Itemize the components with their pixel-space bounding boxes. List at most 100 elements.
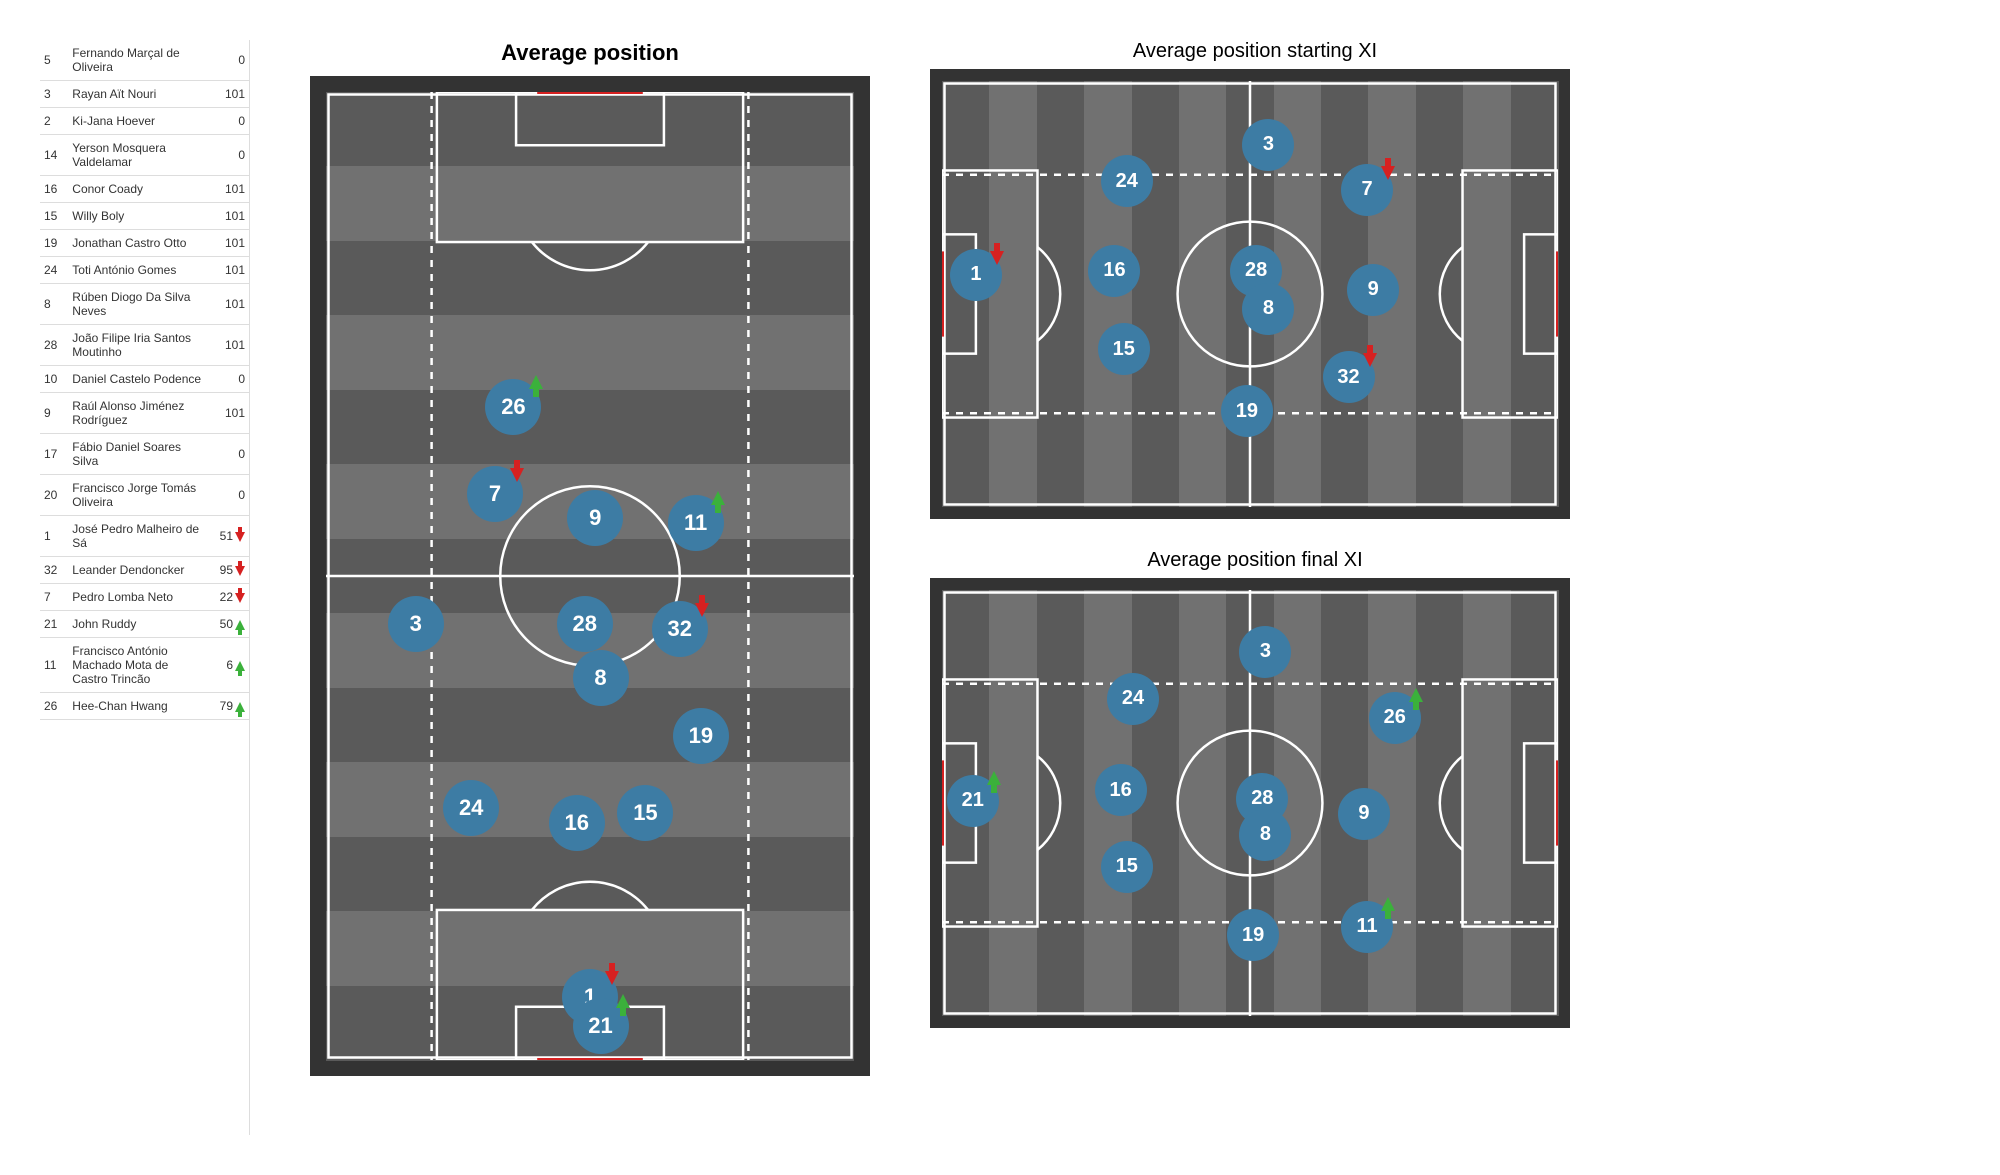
sub-off-icon bbox=[990, 251, 1004, 265]
player-minutes: 101 bbox=[210, 393, 249, 434]
player-name: John Ruddy bbox=[68, 611, 210, 638]
player-minutes: 51 bbox=[210, 516, 249, 557]
player-minutes: 95 bbox=[210, 557, 249, 584]
player-marker: 24 bbox=[1107, 673, 1159, 725]
table-row: 19Jonathan Castro Otto101 bbox=[40, 230, 249, 257]
player-name: José Pedro Malheiro de Sá bbox=[68, 516, 210, 557]
player-marker: 3 bbox=[1239, 626, 1291, 678]
player-number: 15 bbox=[40, 203, 68, 230]
player-name: Rúben Diogo Da Silva Neves bbox=[68, 284, 210, 325]
player-marker: 16 bbox=[1095, 764, 1147, 816]
table-row: 5Fernando Marçal de Oliveira0 bbox=[40, 40, 249, 81]
player-name: Fábio Daniel Soares Silva bbox=[68, 434, 210, 475]
table-row: 2Ki-Jana Hoever0 bbox=[40, 108, 249, 135]
table-row: 20Francisco Jorge Tomás Oliveira0 bbox=[40, 475, 249, 516]
player-name: Rayan Aït Nouri bbox=[68, 81, 210, 108]
player-number: 2 bbox=[40, 108, 68, 135]
table-row: 11Francisco António Machado Mota de Cast… bbox=[40, 638, 249, 693]
player-marker: 16 bbox=[1088, 245, 1140, 297]
big-pitch-section: Average position 26791132832819241615121 bbox=[310, 40, 870, 1135]
player-number: 19 bbox=[40, 230, 68, 257]
player-name: João Filipe Iria Santos Moutinho bbox=[68, 325, 210, 366]
player-number: 21 bbox=[40, 611, 68, 638]
table-row: 26Hee-Chan Hwang79 bbox=[40, 693, 249, 720]
player-minutes: 22 bbox=[210, 584, 249, 611]
player-number: 5 bbox=[40, 40, 68, 81]
pitch-lines bbox=[326, 92, 854, 1060]
player-marker: 8 bbox=[1239, 809, 1291, 861]
player-marker: 15 bbox=[1101, 841, 1153, 893]
player-minutes: 101 bbox=[210, 230, 249, 257]
sub-off-icon bbox=[605, 971, 619, 985]
table-row: 14Yerson Mosquera Valdelamar0 bbox=[40, 135, 249, 176]
sub-on-icon bbox=[235, 620, 245, 630]
table-row: 17Fábio Daniel Soares Silva0 bbox=[40, 434, 249, 475]
player-name: Ki-Jana Hoever bbox=[68, 108, 210, 135]
sub-on-icon bbox=[1381, 897, 1395, 911]
player-number: 3 bbox=[40, 81, 68, 108]
player-marker: 16 bbox=[549, 795, 605, 851]
player-number: 16 bbox=[40, 176, 68, 203]
player-minutes: 101 bbox=[210, 284, 249, 325]
player-minutes: 101 bbox=[210, 257, 249, 284]
big-pitch-title: Average position bbox=[310, 40, 870, 66]
table-row: 10Daniel Castelo Podence0 bbox=[40, 366, 249, 393]
player-marker: 28 bbox=[557, 596, 613, 652]
table-row: 3Rayan Aït Nouri101 bbox=[40, 81, 249, 108]
player-minutes: 101 bbox=[210, 81, 249, 108]
player-number: 9 bbox=[40, 393, 68, 434]
player-number: 32 bbox=[40, 557, 68, 584]
player-marker: 3 bbox=[1242, 119, 1294, 171]
player-number: 1 bbox=[40, 516, 68, 557]
player-name: Daniel Castelo Podence bbox=[68, 366, 210, 393]
player-marker: 19 bbox=[673, 708, 729, 764]
final-xi-title: Average position final XI bbox=[930, 549, 1580, 572]
player-name: Hee-Chan Hwang bbox=[68, 693, 210, 720]
sub-off-icon bbox=[235, 532, 245, 542]
table-row: 21John Ruddy50 bbox=[40, 611, 249, 638]
sub-off-icon bbox=[235, 566, 245, 576]
player-minutes: 0 bbox=[210, 434, 249, 475]
player-minutes: 6 bbox=[210, 638, 249, 693]
player-name: Raúl Alonso Jiménez Rodríguez bbox=[68, 393, 210, 434]
table-row: 16Conor Coady101 bbox=[40, 176, 249, 203]
player-marker: 24 bbox=[1101, 155, 1153, 207]
player-name: Pedro Lomba Neto bbox=[68, 584, 210, 611]
player-name: Jonathan Castro Otto bbox=[68, 230, 210, 257]
sub-on-icon bbox=[235, 702, 245, 712]
starting-xi-pitch: 32471162889153219 bbox=[930, 69, 1570, 519]
sub-on-icon bbox=[987, 771, 1001, 785]
player-marker: 8 bbox=[573, 650, 629, 706]
sub-off-icon bbox=[235, 593, 245, 603]
player-marker: 9 bbox=[1347, 264, 1399, 316]
sub-on-icon bbox=[235, 661, 245, 671]
player-name: Francisco António Machado Mota de Castro… bbox=[68, 638, 210, 693]
player-name: Leander Dendoncker bbox=[68, 557, 210, 584]
sub-on-icon bbox=[1409, 688, 1423, 702]
player-name: Willy Boly bbox=[68, 203, 210, 230]
player-name: Toti António Gomes bbox=[68, 257, 210, 284]
starting-xi-title: Average position starting XI bbox=[930, 40, 1580, 63]
sub-off-icon bbox=[510, 468, 524, 482]
sub-on-icon bbox=[529, 375, 543, 389]
player-minutes: 50 bbox=[210, 611, 249, 638]
right-column: Average position starting XI 32471162889… bbox=[930, 40, 1580, 1135]
sub-on-icon bbox=[616, 994, 630, 1008]
table-row: 9Raúl Alonso Jiménez Rodríguez101 bbox=[40, 393, 249, 434]
player-minutes: 0 bbox=[210, 475, 249, 516]
player-number: 24 bbox=[40, 257, 68, 284]
sub-on-icon bbox=[711, 491, 725, 505]
table-row: 32Leander Dendoncker95 bbox=[40, 557, 249, 584]
table-row: 28João Filipe Iria Santos Moutinho101 bbox=[40, 325, 249, 366]
player-number: 28 bbox=[40, 325, 68, 366]
player-marker: 19 bbox=[1227, 909, 1279, 961]
table-row: 7Pedro Lomba Neto22 bbox=[40, 584, 249, 611]
player-minutes: 101 bbox=[210, 325, 249, 366]
player-marker: 8 bbox=[1242, 283, 1294, 335]
player-marker: 9 bbox=[1338, 788, 1390, 840]
player-number: 26 bbox=[40, 693, 68, 720]
player-number: 17 bbox=[40, 434, 68, 475]
player-minutes: 101 bbox=[210, 203, 249, 230]
player-table: 5Fernando Marçal de Oliveira03Rayan Aït … bbox=[40, 40, 250, 1135]
player-minutes: 79 bbox=[210, 693, 249, 720]
